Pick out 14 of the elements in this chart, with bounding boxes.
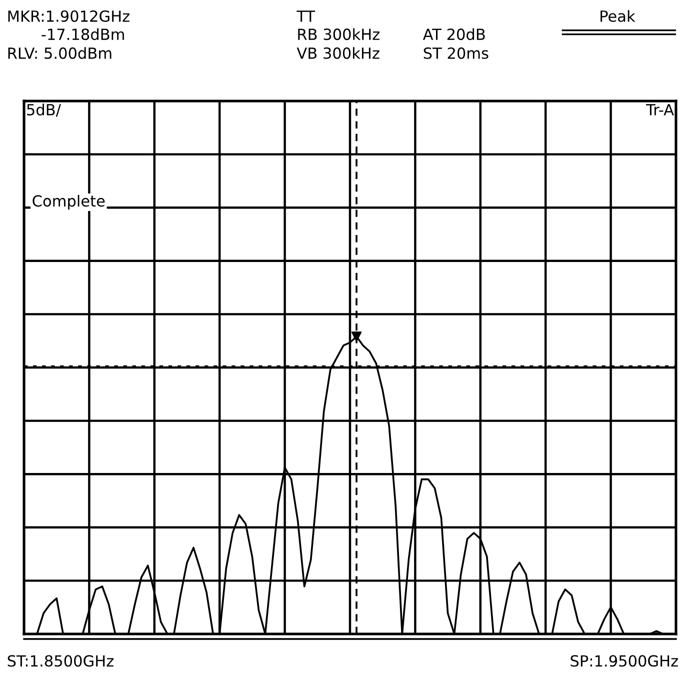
text: TT <box>296 10 316 22</box>
text: -17.18dBm <box>42 28 124 40</box>
text: MKR:1.9012GHz <box>8 10 130 22</box>
text: AT 20dB <box>422 28 485 40</box>
text: RLV: 5.00dBm <box>8 47 112 59</box>
text: Tr-A <box>646 104 674 116</box>
text: ST:1.8500GHz <box>8 655 114 667</box>
text: Peak <box>600 10 636 22</box>
text: 5dB/ <box>27 104 61 117</box>
text: VB 300kHz <box>296 47 380 59</box>
text: RB 300kHz <box>298 28 380 40</box>
text: SP:1.9500GHz <box>570 655 678 667</box>
text: Complete <box>32 194 105 210</box>
text: ST 20ms <box>424 47 488 59</box>
